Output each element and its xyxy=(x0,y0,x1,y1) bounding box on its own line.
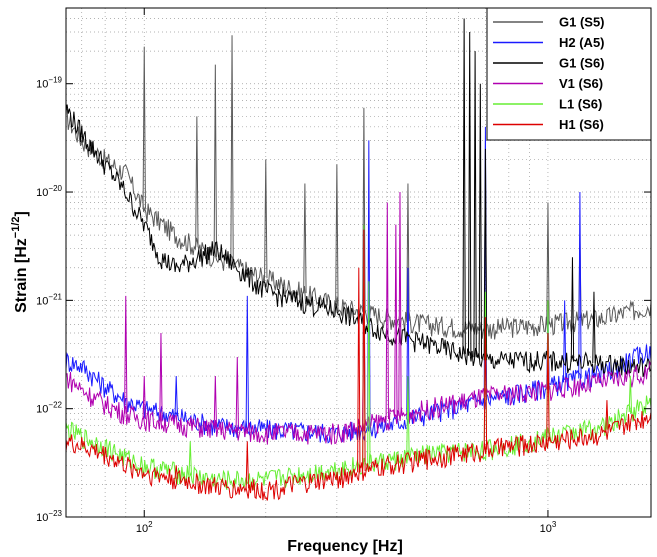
series-peak xyxy=(362,107,366,312)
series-peak xyxy=(195,116,199,247)
series-peak xyxy=(245,441,249,489)
series-peak xyxy=(605,400,609,433)
series-peak xyxy=(124,295,128,414)
series-peak xyxy=(406,183,410,321)
series-peak xyxy=(235,356,239,431)
y-tick-label: 10−21 xyxy=(36,292,62,307)
series-peak xyxy=(462,18,466,355)
series-peak xyxy=(264,159,268,279)
legend-label: H1 (S6) xyxy=(559,117,604,132)
y-axis-title-exp: −1/2 xyxy=(10,216,22,238)
series-peak xyxy=(213,376,218,429)
series-peak xyxy=(174,376,178,417)
series-peak xyxy=(245,295,249,428)
series-line xyxy=(65,395,652,491)
y-tick-label: 10−22 xyxy=(36,401,62,416)
legend: G1 (S5) H2 (A5) G1 (S6) V1 (S6) L1 (S6) H1 (S… xyxy=(486,7,652,141)
series-peak xyxy=(592,291,596,363)
legend-label: L1 (S6) xyxy=(559,97,602,112)
series-peak xyxy=(303,183,307,294)
y-axis-title-end: ] xyxy=(13,211,30,216)
y-tick-label: 10−23 xyxy=(36,509,62,524)
series-peak xyxy=(478,83,483,359)
legend-label: H2 (A5) xyxy=(559,35,605,50)
series-peak xyxy=(406,376,410,458)
series-peak xyxy=(562,300,567,383)
series-peak xyxy=(335,164,339,306)
series-peak xyxy=(473,51,477,358)
plot-frame xyxy=(65,7,652,518)
y-axis-title: Strain [Hz−1/2] xyxy=(10,211,30,313)
series-peak xyxy=(362,229,366,472)
x-tick-label: 102 xyxy=(136,520,153,535)
series-peak xyxy=(213,64,218,258)
series-peak xyxy=(406,267,410,420)
series-peak xyxy=(142,376,146,420)
legend-label: G1 (S6) xyxy=(559,56,605,71)
x-tick-label: 103 xyxy=(540,520,557,535)
series-peak xyxy=(142,46,146,209)
series-peak xyxy=(468,32,472,356)
series-h1-s6 xyxy=(65,229,652,501)
series-peak xyxy=(578,192,582,379)
series-peak xyxy=(357,267,361,473)
legend-label: G1 (S5) xyxy=(559,15,605,30)
legend-entries: G1 (S5) H2 (A5) G1 (S6) V1 (S6) L1 (S6) H1 (S… xyxy=(493,15,605,132)
series-peak xyxy=(546,202,550,325)
series-peak xyxy=(159,332,163,422)
series-peak xyxy=(188,441,192,475)
series-peak xyxy=(385,202,389,420)
series-peak xyxy=(174,465,178,479)
series-peak xyxy=(394,224,398,417)
legend-label: V1 (S6) xyxy=(559,76,603,91)
y-tick-label: 10−20 xyxy=(36,184,62,199)
series-peak xyxy=(628,376,633,413)
series-peak xyxy=(546,332,550,442)
series-peak xyxy=(367,281,371,464)
legend-box xyxy=(486,7,652,141)
series-line xyxy=(65,360,652,445)
series-peak xyxy=(398,192,402,416)
series-peak xyxy=(483,317,488,450)
series-layer xyxy=(65,18,652,501)
y-axis-title-main: Strain [Hz xyxy=(13,238,30,313)
x-axis-title: Frequency [Hz] xyxy=(287,538,403,555)
y-tick-label: 10−19 xyxy=(36,76,62,91)
series-peak xyxy=(570,257,575,362)
series-peak xyxy=(230,35,234,265)
series-line xyxy=(65,411,652,501)
series-g1-s6 xyxy=(65,18,652,377)
tick-labels: 102 103 10−23 10−22 10−21 10−20 10−19 xyxy=(36,76,557,535)
series-peak xyxy=(483,148,488,361)
